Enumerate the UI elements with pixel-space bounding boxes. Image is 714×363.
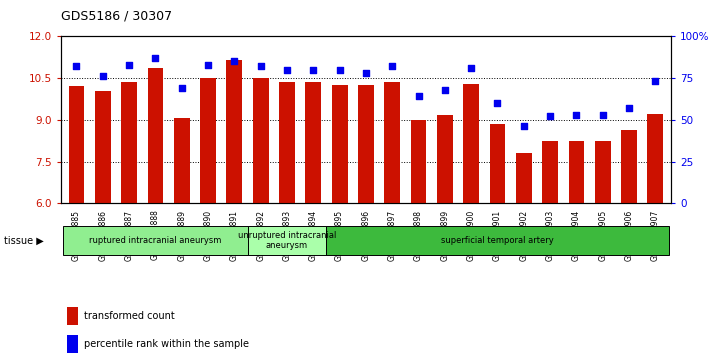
Bar <box>67 335 78 353</box>
Text: unruptured intracranial
aneurysm: unruptured intracranial aneurysm <box>238 231 336 250</box>
Point <box>228 58 240 64</box>
Bar <box>279 82 295 203</box>
Point <box>518 123 530 129</box>
Point <box>386 64 398 69</box>
Bar <box>358 85 374 203</box>
Point <box>71 64 82 69</box>
Point <box>492 100 503 106</box>
Text: GDS5186 / 30307: GDS5186 / 30307 <box>61 9 172 22</box>
Bar <box>437 115 453 203</box>
Bar <box>621 130 637 203</box>
Point <box>334 67 346 73</box>
Point <box>255 64 266 69</box>
Point <box>97 73 109 79</box>
Bar <box>595 141 610 203</box>
Text: percentile rank within the sample: percentile rank within the sample <box>84 339 249 349</box>
Bar <box>516 153 532 203</box>
Bar <box>121 82 137 203</box>
Point <box>623 105 635 111</box>
Bar <box>253 78 268 203</box>
Bar <box>226 60 242 203</box>
Bar <box>648 114 663 203</box>
Bar <box>148 68 164 203</box>
Bar <box>568 141 584 203</box>
Point <box>466 65 477 71</box>
Point <box>124 62 135 68</box>
Bar <box>332 85 348 203</box>
Bar <box>69 86 84 203</box>
Bar <box>463 83 479 203</box>
Point <box>176 85 188 91</box>
Point <box>281 67 293 73</box>
FancyBboxPatch shape <box>326 226 668 255</box>
Bar <box>411 120 426 203</box>
Bar <box>174 118 190 203</box>
Point <box>308 67 319 73</box>
Point <box>439 87 451 93</box>
Bar <box>67 307 78 325</box>
Point <box>413 94 424 99</box>
Text: ruptured intracranial aneurysm: ruptured intracranial aneurysm <box>89 236 221 245</box>
FancyBboxPatch shape <box>64 226 248 255</box>
Point <box>360 70 371 76</box>
Text: superficial temporal artery: superficial temporal artery <box>441 236 554 245</box>
Bar <box>200 78 216 203</box>
Point <box>650 78 661 84</box>
Bar <box>306 82 321 203</box>
Text: transformed count: transformed count <box>84 311 175 321</box>
Point <box>202 62 213 68</box>
Point <box>544 114 555 119</box>
FancyBboxPatch shape <box>248 226 326 255</box>
Point <box>597 112 608 118</box>
Bar <box>490 124 506 203</box>
Bar <box>95 90 111 203</box>
Bar <box>542 141 558 203</box>
Point <box>570 112 582 118</box>
Bar <box>384 82 400 203</box>
Text: tissue ▶: tissue ▶ <box>4 235 44 245</box>
Point <box>150 55 161 61</box>
